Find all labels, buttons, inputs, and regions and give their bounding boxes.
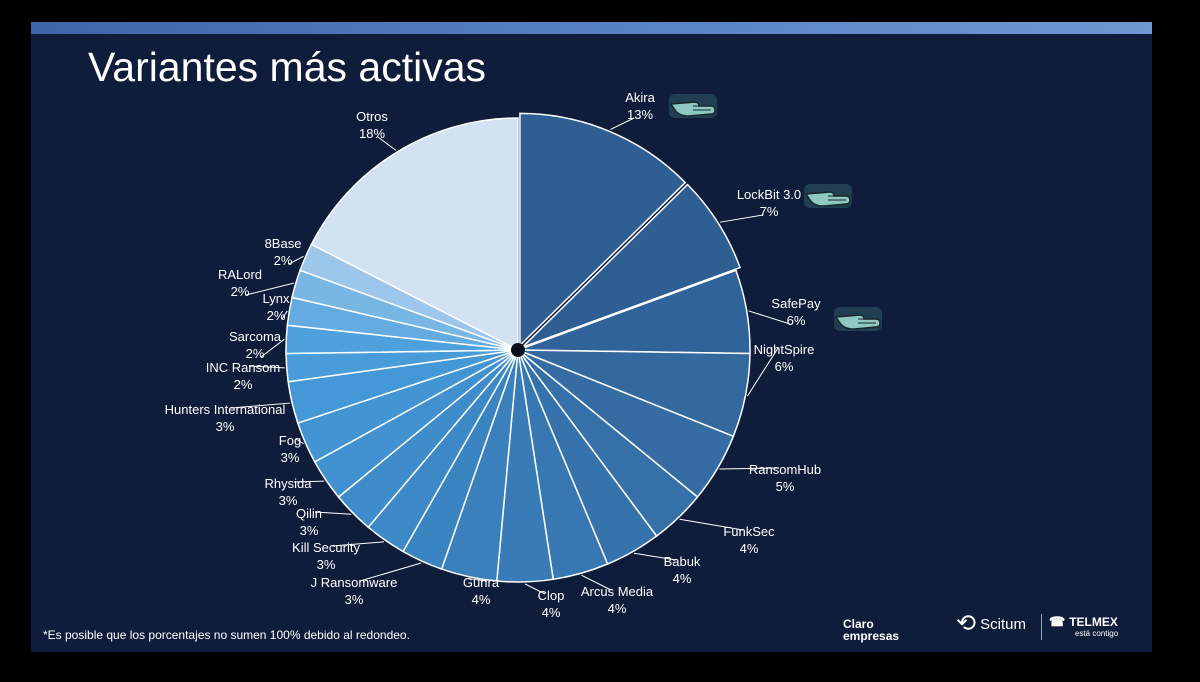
slice-value-ransomhub: 5%: [776, 479, 795, 494]
slide-title: Variantes más activas: [88, 44, 487, 90]
leader-line-qilin: [314, 511, 352, 515]
slice-label-clop: Clop: [538, 588, 565, 603]
leader-line-fog: [295, 438, 304, 445]
slice-label-akira: Akira: [625, 90, 655, 105]
slice-value-akira: 13%: [627, 107, 653, 122]
logo-divider: [1041, 614, 1042, 640]
leader-line-akira: [610, 117, 635, 130]
slice-label-fog: Fog: [279, 433, 301, 448]
telmex-tagline: está contigo: [1075, 629, 1119, 638]
telmex-logo: ☎ TELMEX está contigo: [1049, 614, 1119, 639]
slice-label-ralord: RALord: [218, 267, 262, 282]
slice-value-8base: 2%: [274, 253, 293, 268]
footnote: *Es posible que los porcentajes no sumen…: [43, 628, 410, 642]
leader-line-safepay: [748, 310, 791, 325]
pie-chart: Akira 13% LockBit 3.0 7% SafePay 6% NightSpire…: [165, 90, 882, 620]
top-accent-bar: [31, 22, 1152, 34]
slice-label-inc-ransom: INC Ransom: [206, 360, 280, 375]
leader-line-rhysida: [293, 480, 325, 483]
pie-slice-otros: [310, 117, 519, 352]
slice-label-qilin: Qilin: [296, 506, 322, 521]
leader-line-inc-ransom: [248, 365, 285, 369]
scitum-logo: ⟲ Scitum: [956, 610, 1026, 637]
leader-line-arcus-media: [581, 574, 612, 591]
slice-value-j-ransomware: 3%: [345, 592, 364, 607]
scitum-mark-icon: ⟲: [956, 610, 977, 637]
slice-value-otros: 18%: [359, 126, 385, 141]
slice-value-safepay: 6%: [787, 313, 806, 328]
pie-center-dot: [511, 343, 525, 357]
slice-value-kill-security: 3%: [317, 557, 336, 572]
slice-value-funksec: 4%: [740, 541, 759, 556]
claro-logo-subtext: empresas: [843, 629, 900, 643]
slice-label-arcus-media: Arcus Media: [581, 584, 654, 599]
leader-line-funksec: [679, 518, 744, 531]
pointing-hand-icon: [669, 94, 717, 118]
slice-value-inc-ransom: 2%: [234, 377, 253, 392]
slice-value-qilin: 3%: [300, 523, 319, 538]
slice-label-8base: 8Base: [265, 236, 302, 251]
claro-empresas-logo: Claro empresas: [843, 618, 899, 642]
slice-value-rhysida: 3%: [279, 493, 298, 508]
leader-line-ralord: [245, 282, 294, 296]
telmex-logo-text: TELMEX: [1069, 615, 1118, 629]
slice-label-lynx: Lynx: [263, 291, 290, 306]
leader-line-gunra: [468, 578, 488, 582]
slice-label-ransomhub: RansomHub: [749, 462, 821, 477]
slice-label-gunra: Gunra: [463, 575, 500, 590]
slice-label-kill-security: Kill Security: [292, 540, 360, 555]
leader-line-hunters-international: [230, 402, 291, 409]
scitum-logo-text: Scitum: [980, 615, 1026, 633]
leader-line-kill-security: [331, 541, 384, 547]
slice-value-babuk: 4%: [673, 571, 692, 586]
slice-value-gunra: 4%: [472, 592, 491, 607]
slice-value-hunters-international: 3%: [216, 419, 235, 434]
slice-value-lockbit-3-0: 7%: [760, 204, 779, 219]
slice-label-lockbit-3-0: LockBit 3.0: [737, 187, 801, 202]
pie-slice-akira: [519, 112, 687, 348]
leader-line-lynx: [281, 310, 288, 320]
leader-line-lockbit-3-0: [719, 214, 764, 223]
claro-logo-text: Claro: [843, 617, 874, 631]
leader-line-ransomhub: [719, 467, 780, 470]
slice-label-j-ransomware: J Ransomware: [311, 575, 398, 590]
slice-value-sarcoma: 2%: [246, 346, 265, 361]
slice-label-safepay: SafePay: [771, 296, 821, 311]
leader-line-j-ransomware: [359, 562, 422, 582]
pointing-hand-icon: [804, 184, 852, 208]
slice-value-clop: 4%: [542, 605, 561, 620]
slice-label-rhysida: Rhysida: [265, 476, 313, 491]
slice-label-sarcoma: Sarcoma: [229, 329, 282, 344]
slice-value-ralord: 2%: [231, 284, 250, 299]
slice-label-babuk: Babuk: [664, 554, 701, 569]
leader-line-babuk: [633, 552, 677, 561]
slice-label-nightspire: NightSpire: [754, 342, 815, 357]
pie-slice-lockbit-3-0: [521, 183, 742, 349]
pointing-hand-icon: [834, 307, 882, 331]
slice-label-hunters-international: Hunters International: [165, 402, 286, 417]
slice-label-otros: Otros: [356, 109, 388, 124]
leader-line-clop: [524, 583, 546, 595]
slice-label-funksec: FunkSec: [723, 524, 775, 539]
telmex-mark-icon: ☎: [1049, 614, 1066, 629]
leader-line-sarcoma: [260, 338, 285, 358]
slide: Variantes más activas Akira 13% LockBit 3.…: [31, 22, 1152, 652]
slice-value-lynx: 2%: [267, 308, 286, 323]
slice-value-fog: 3%: [281, 450, 300, 465]
slice-value-nightspire: 6%: [775, 359, 794, 374]
slice-value-arcus-media: 4%: [608, 601, 627, 616]
leader-line-8base: [288, 255, 304, 265]
leader-line-otros: [377, 136, 397, 151]
leader-line-nightspire: [746, 347, 779, 397]
pie-slices: [285, 112, 751, 583]
